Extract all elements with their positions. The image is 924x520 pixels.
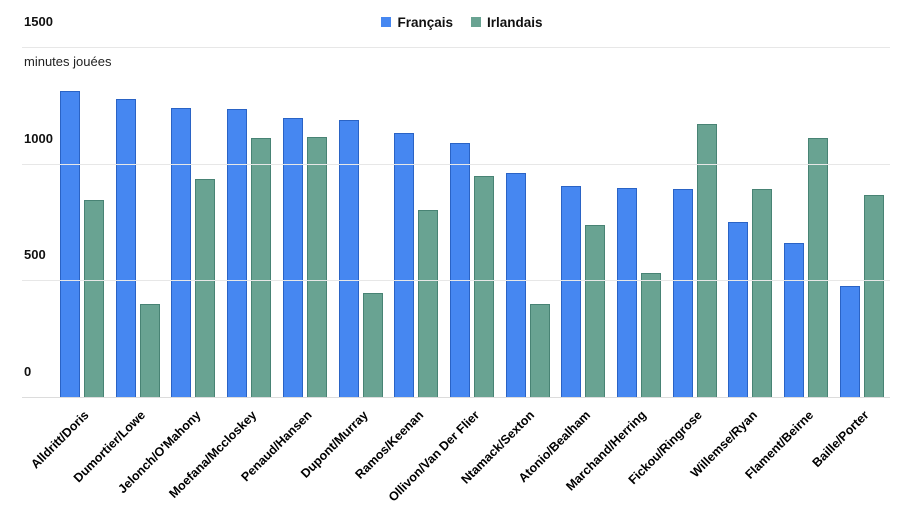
bar-group: Dumortier/Lowe [70, 48, 160, 485]
bar-francais [115, 99, 136, 398]
bar-group: Baille/Porter [810, 48, 884, 470]
bar-irlandais [362, 293, 383, 398]
bar-irlandais [473, 176, 494, 398]
bar-francais [171, 107, 192, 398]
gridline-1000 [22, 163, 890, 165]
bar-francais [282, 118, 303, 398]
bar-francais [561, 185, 582, 398]
gridline-500 [22, 280, 890, 282]
bar-francais [617, 188, 638, 398]
legend-item-irlandais: Irlandais [471, 15, 543, 30]
bar-francais [672, 189, 693, 398]
bar-irlandais [641, 273, 662, 398]
bar-chart: minutes jouées Alldritt/Doris Dumortier/L… [22, 14, 890, 504]
bar-irlandais [306, 136, 327, 398]
bar-group: Jelonch/O'Mahony [115, 48, 216, 496]
bar-group: Penaud/Hansen [238, 48, 327, 484]
bars-container: Alldritt/Doris Dumortier/Lowe Jelonch/O'Ma… [28, 48, 884, 504]
legend-swatch-irlandais-icon [471, 17, 481, 27]
bar-irlandais [529, 303, 550, 398]
bar-irlandais [195, 178, 216, 398]
bar-group: Ollivon/Van Der Flier [385, 48, 494, 504]
gridline-1500 [22, 47, 890, 48]
legend-item-francais: Français [381, 15, 453, 30]
bar-irlandais [585, 225, 606, 398]
gridline-0 [22, 397, 890, 398]
bar-irlandais [696, 123, 717, 398]
bar-group: Dupont/Murray [298, 48, 383, 481]
bar-francais [784, 242, 805, 398]
y-tick-label-0: 0 [24, 364, 32, 379]
bar-group: Alldritt/Doris [28, 48, 104, 471]
y-tick-label-1500: 1500 [24, 14, 53, 29]
bar-irlandais [863, 195, 884, 398]
bar-group: Flament/Beirne [742, 48, 829, 482]
bar-francais [60, 91, 80, 398]
bar-francais [449, 142, 470, 398]
bar-francais [505, 172, 526, 398]
plot-area: minutes jouées Alldritt/Doris Dumortier/L… [22, 14, 890, 504]
y-tick-label-1000: 1000 [24, 130, 53, 146]
bar-irlandais [418, 210, 439, 398]
bar-francais [728, 221, 749, 398]
x-axis-label: Baille/Porter [809, 408, 872, 470]
y-axis-title: minutes jouées [24, 54, 112, 69]
bar-irlandais [808, 137, 829, 398]
legend-swatch-francais-icon [381, 17, 392, 27]
bar-group: Moefana/Mccloskey [166, 48, 272, 501]
bar-group: Atonio/Bealham [516, 48, 606, 485]
y-tick-label-500: 500 [24, 247, 46, 263]
bar-irlandais [752, 189, 773, 398]
bar-group: Willemse/Ryan [688, 48, 773, 480]
bar-francais [338, 120, 359, 398]
bar-group: Ntamack/Sexton [459, 48, 550, 487]
bar-irlandais [251, 137, 272, 398]
chart-legend: Français Irlandais [0, 0, 924, 32]
bar-group: Marchand/Herring [563, 48, 662, 494]
legend-label-francais: Français [397, 14, 453, 30]
bar-irlandais [84, 199, 104, 398]
bar-irlandais [139, 303, 160, 398]
bar-francais [227, 108, 248, 398]
bar-group: Ramos/Keenan [352, 48, 439, 482]
bar-group: Fickou/Ringrose [625, 48, 717, 487]
bar-francais [839, 286, 860, 398]
bar-francais [394, 133, 415, 398]
legend-label-irlandais: Irlandais [487, 14, 543, 30]
